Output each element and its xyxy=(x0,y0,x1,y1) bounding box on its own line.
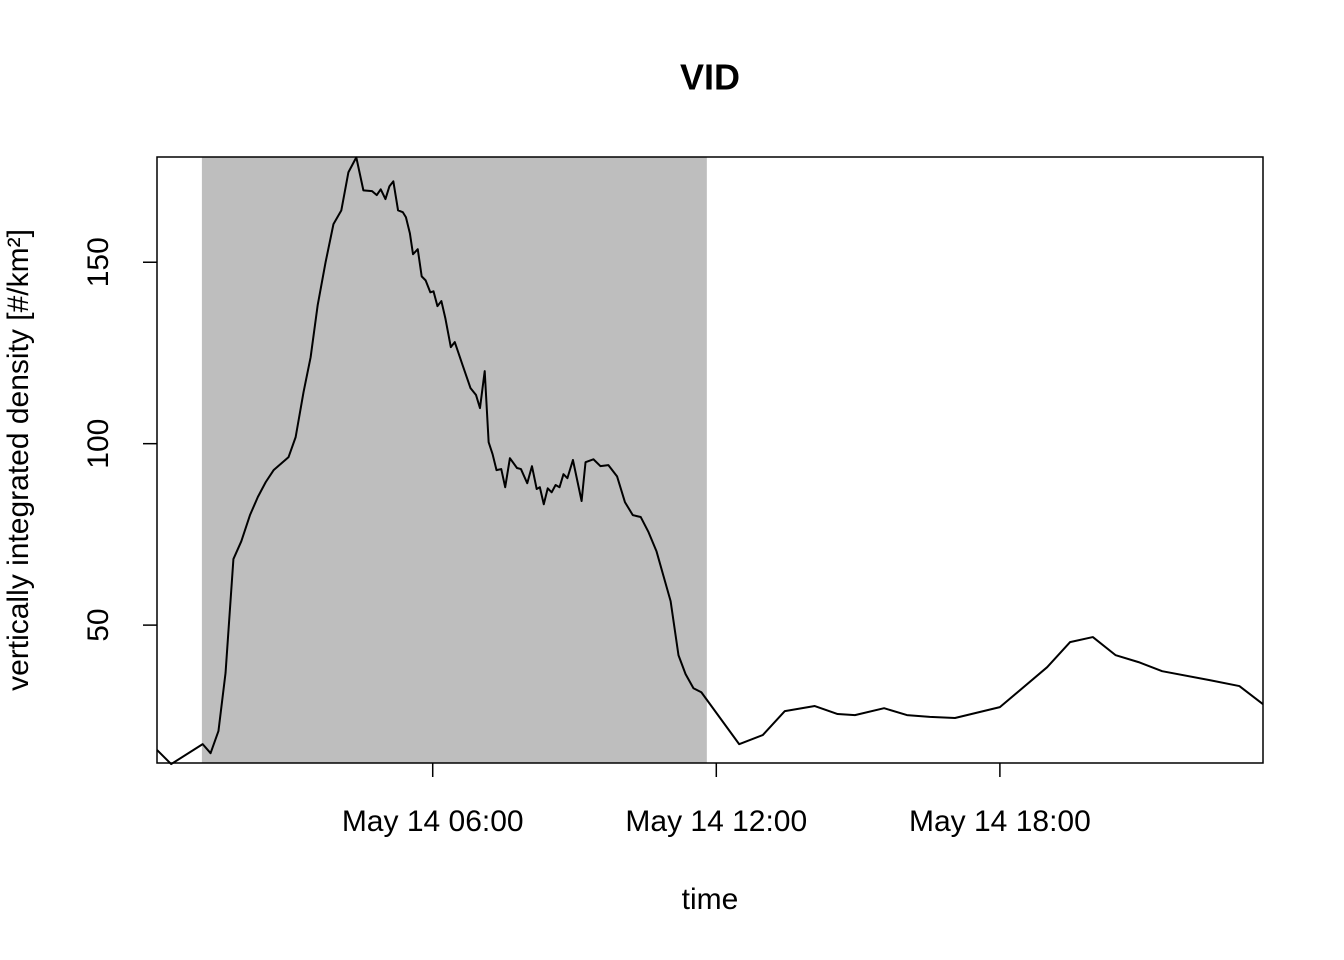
chart-title: VID xyxy=(680,57,740,98)
x-tick-label: May 14 12:00 xyxy=(625,805,807,838)
y-tick-label: 150 xyxy=(82,237,115,287)
x-axis-label: time xyxy=(682,883,739,916)
x-tick-label: May 14 18:00 xyxy=(909,805,1091,838)
y-tick-label: 100 xyxy=(82,419,115,469)
y-tick-label: 50 xyxy=(82,608,115,641)
plot-border xyxy=(156,156,1264,764)
shaded-period xyxy=(201,157,707,763)
x-tick-label: May 14 06:00 xyxy=(342,805,524,838)
y-axis-label: vertically integrated density [#/km²] xyxy=(2,229,35,691)
data-line xyxy=(156,156,1264,766)
